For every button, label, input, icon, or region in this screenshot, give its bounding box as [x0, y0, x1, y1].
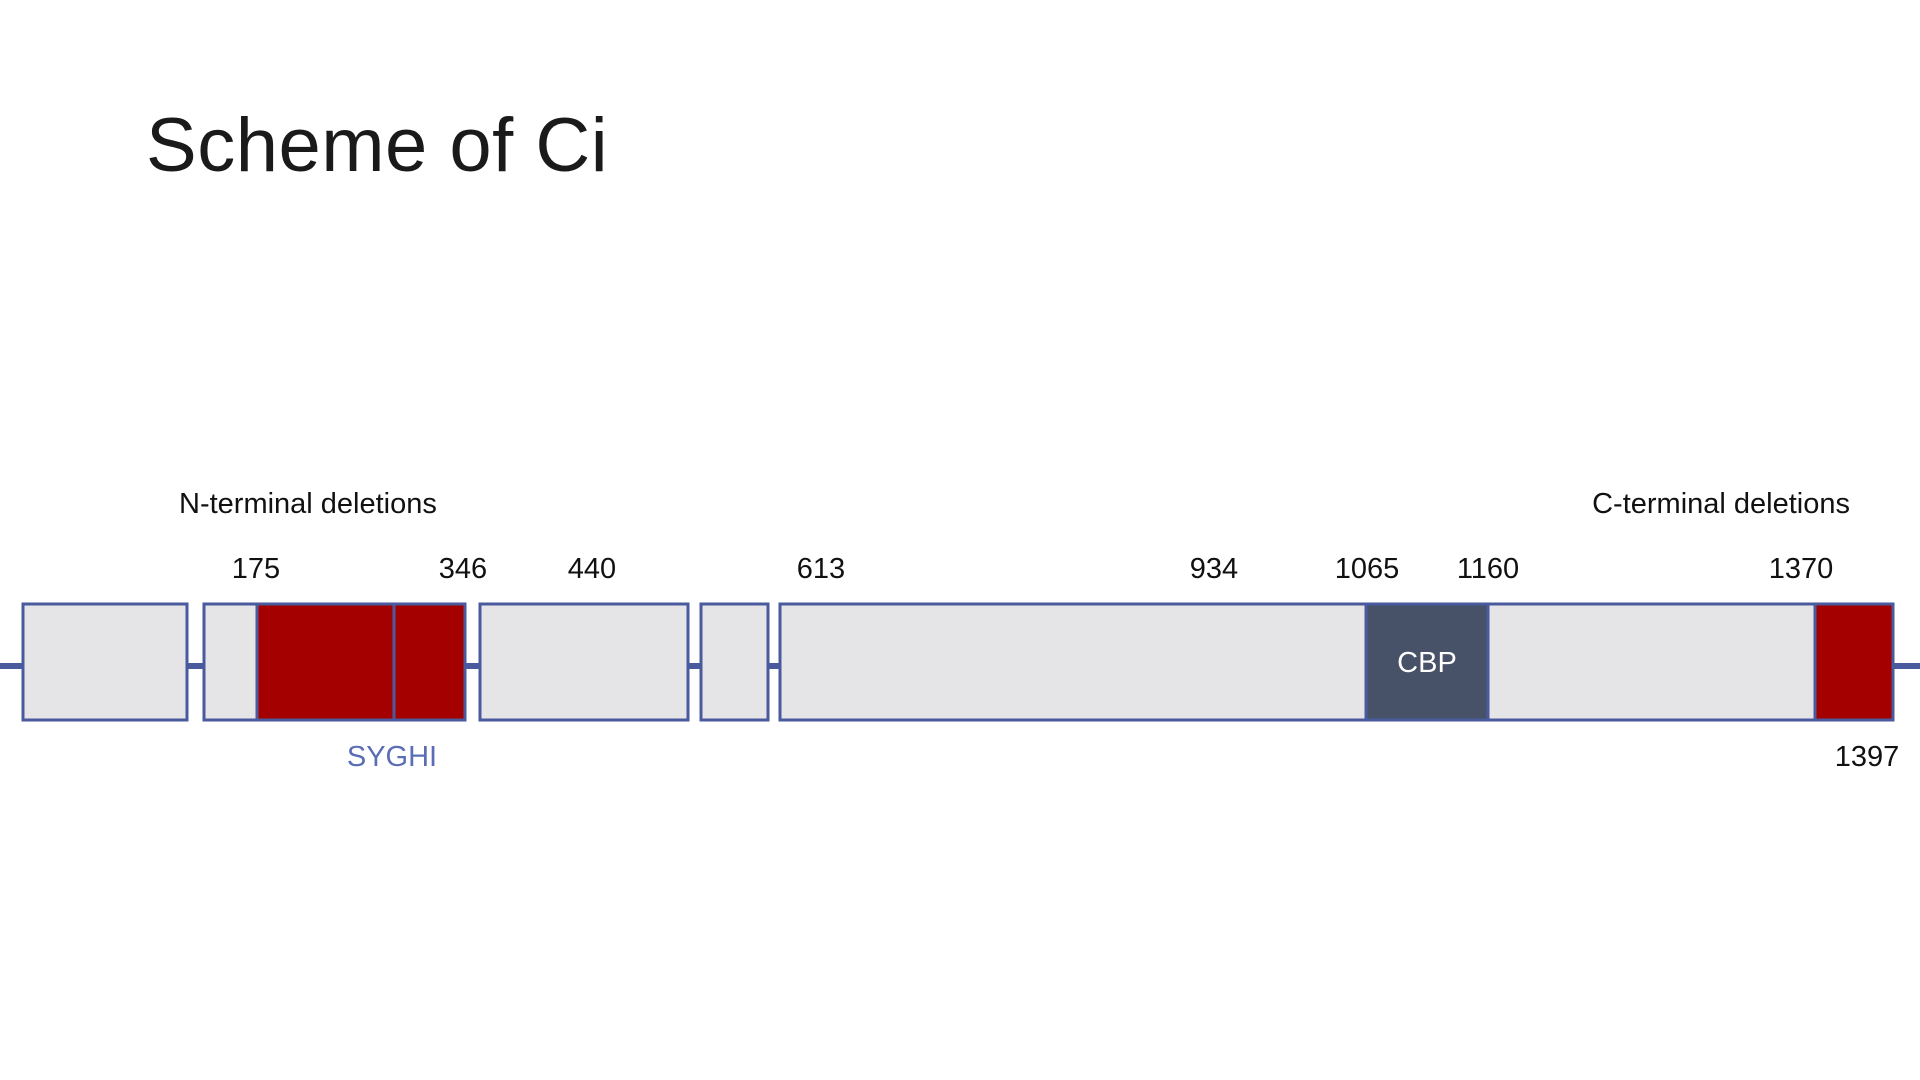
- c-terminal-deletion-region: [1813, 602, 1895, 722]
- protein-block-3: [478, 602, 690, 722]
- protein-block-5: [778, 602, 1895, 722]
- cbp-domain: [1364, 602, 1490, 722]
- n-terminal-deletion-region-1: [255, 602, 396, 722]
- position-label-1397: 1397: [1835, 741, 1900, 773]
- cbp-domain-label: CBP: [1397, 647, 1457, 679]
- protein-block-1: [21, 602, 189, 722]
- syghi-motif-label: SYGHI: [347, 741, 437, 773]
- position-label-346: 346: [439, 553, 487, 585]
- page-title: Scheme of Ci: [146, 103, 609, 188]
- c-terminal-deletions-label: C-terminal deletions: [1592, 488, 1850, 520]
- position-label-934: 934: [1190, 553, 1238, 585]
- position-label-1065: 1065: [1335, 553, 1400, 585]
- position-label-175: 175: [232, 553, 280, 585]
- position-label-1160: 1160: [1457, 553, 1519, 585]
- n-terminal-deletion-region-2: [392, 602, 467, 722]
- position-label-1370: 1370: [1769, 553, 1834, 585]
- protein-block-4: [699, 602, 770, 722]
- position-label-440: 440: [568, 553, 616, 585]
- position-label-613: 613: [797, 553, 845, 585]
- n-terminal-deletions-label: N-terminal deletions: [179, 488, 437, 520]
